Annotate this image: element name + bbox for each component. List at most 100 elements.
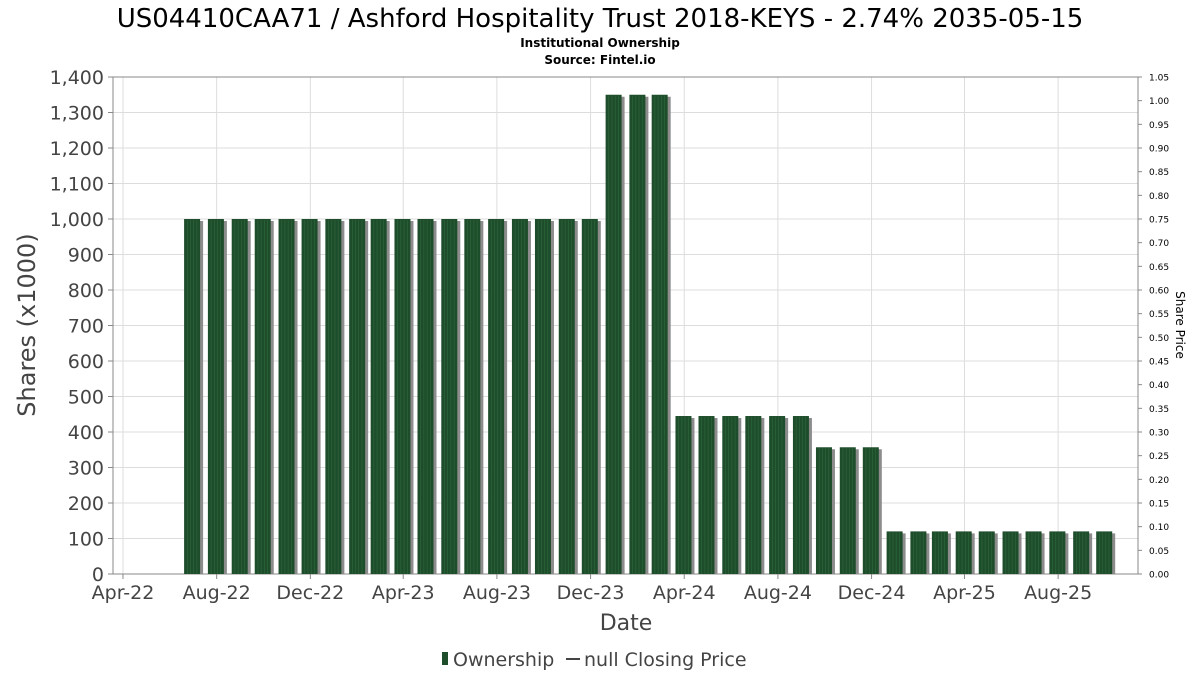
ownership-bar-fill xyxy=(629,94,646,574)
ownership-bar-fill xyxy=(581,219,598,574)
y2-tick-label: 0.85 xyxy=(1149,168,1169,178)
y2-tick-label: 0.60 xyxy=(1149,287,1169,297)
ownership-bar-fill xyxy=(488,219,505,574)
ownership-bar xyxy=(769,416,789,574)
ownership-bar xyxy=(558,219,578,574)
ownership-bar-fill xyxy=(278,219,295,574)
y-tick-label: 1,400 xyxy=(50,67,104,89)
chart-title: US04410CAA71 / Ashford Hospitality Trust… xyxy=(117,4,1084,34)
ownership-bar xyxy=(745,416,765,574)
y2-tick-label: 0.25 xyxy=(1149,452,1169,462)
ownership-bar xyxy=(207,219,227,574)
ownership-bar-fill xyxy=(301,219,318,574)
ownership-bar-fill xyxy=(464,219,481,574)
ownership-bar-fill xyxy=(910,531,927,574)
y-tick-label: 800 xyxy=(68,280,104,302)
y-tick-label: 600 xyxy=(68,351,104,373)
ownership-bar-fill xyxy=(931,531,948,574)
ownership-bar xyxy=(605,94,625,574)
ownership-bar-fill xyxy=(745,416,762,574)
ownership-bar xyxy=(394,219,414,574)
y-tick-label: 1,100 xyxy=(50,174,104,196)
ownership-bar-fill xyxy=(558,219,575,574)
legend-price-label: null Closing Price xyxy=(584,649,747,671)
ownership-bar xyxy=(955,531,975,574)
ownership-bar-fill xyxy=(698,416,715,574)
ownership-bar-fill xyxy=(1002,531,1019,574)
ownership-bar-fill xyxy=(441,219,458,574)
x-tick-label: Dec-24 xyxy=(838,582,906,604)
x-tick-label: Dec-23 xyxy=(557,582,625,604)
ownership-bar xyxy=(581,219,601,574)
ownership-bar xyxy=(301,219,321,574)
ownership-bar-fill xyxy=(1096,531,1113,574)
ownership-bar-fill xyxy=(349,219,366,574)
ownership-bar-fill xyxy=(1073,531,1090,574)
ownership-bar xyxy=(1049,531,1069,574)
y2-tick-label: 0.50 xyxy=(1149,334,1169,344)
ownership-bar xyxy=(792,416,812,574)
ownership-bar xyxy=(511,219,531,574)
y2-tick-label: 0.65 xyxy=(1149,263,1169,273)
ownership-bar-fill xyxy=(722,416,739,574)
ownership-bar xyxy=(815,447,835,574)
ownership-bar xyxy=(349,219,369,574)
ownership-bar-fill xyxy=(207,219,224,574)
ownership-bar xyxy=(417,219,437,574)
ownership-bar xyxy=(534,219,554,574)
y-tick-label: 900 xyxy=(68,245,104,267)
ownership-bar-fill xyxy=(370,219,387,574)
ownership-bar-fill xyxy=(534,219,551,574)
ownership-bar-fill xyxy=(1025,531,1042,574)
y-tick-label: 100 xyxy=(68,529,104,551)
x-tick-label: Aug-22 xyxy=(183,582,251,604)
y2-tick-label: 0.35 xyxy=(1149,405,1169,415)
legend-ownership-swatch xyxy=(442,652,448,665)
x-tick-label: Dec-22 xyxy=(276,582,344,604)
ownership-bar-fill xyxy=(675,416,692,574)
y2-tick-label: 0.00 xyxy=(1149,571,1169,581)
y-axis: 0 100 200 300 400 500 600 700 800 900 1,000 1,100 1,… xyxy=(50,67,113,586)
ownership-bar-fill xyxy=(839,447,856,574)
ownership-bar xyxy=(931,531,951,574)
y2-tick-label: 0.90 xyxy=(1149,145,1169,155)
y2-axis: 0.00 0.05 0.10 0.15 0.20 0.25 0.30 0.35 0.40 0.45… xyxy=(1138,74,1169,581)
x-tick-label: Apr-25 xyxy=(933,582,996,604)
chart-source: Source: Fintel.io xyxy=(544,53,655,67)
y2-tick-label: 0.75 xyxy=(1149,216,1169,226)
ownership-bar xyxy=(184,219,204,574)
ownership-bar xyxy=(278,219,298,574)
legend-ownership-label: Ownership xyxy=(453,649,554,671)
ownership-bar-fill xyxy=(955,531,972,574)
y2-tick-label: 0.95 xyxy=(1149,121,1169,131)
ownership-bar-fill xyxy=(394,219,411,574)
x-tick-label: Aug-24 xyxy=(744,582,812,604)
ownership-bar xyxy=(254,219,274,574)
y-tick-label: 200 xyxy=(68,493,104,515)
x-tick-label: Aug-23 xyxy=(463,582,531,604)
y-tick-label: 1,000 xyxy=(50,209,104,231)
ownership-bar-fill xyxy=(231,219,248,574)
ownership-bar-fill xyxy=(769,416,786,574)
ownership-bar-fill xyxy=(417,219,434,574)
x-axis-label: Date xyxy=(600,611,653,636)
y-tick-label: 300 xyxy=(68,458,104,480)
bars xyxy=(184,94,1116,574)
y-tick-label: 1,300 xyxy=(50,103,104,125)
ownership-bar xyxy=(1073,531,1093,574)
ownership-bar-fill xyxy=(605,94,622,574)
ownership-bar-fill xyxy=(886,531,903,574)
legend: Ownership null Closing Price xyxy=(442,649,747,671)
ownership-bar xyxy=(1002,531,1022,574)
ownership-bar-fill xyxy=(1049,531,1066,574)
chart-subtitle: Institutional Ownership xyxy=(520,36,680,50)
ownership-bar xyxy=(910,531,930,574)
ownership-bar xyxy=(1096,531,1116,574)
ownership-bar xyxy=(464,219,484,574)
x-tick-label: Apr-23 xyxy=(372,582,435,604)
y2-tick-label: 1.00 xyxy=(1149,97,1169,107)
ownership-bar-fill xyxy=(254,219,271,574)
x-tick-label: Apr-22 xyxy=(92,582,155,604)
y2-tick-label: 0.40 xyxy=(1149,381,1169,391)
